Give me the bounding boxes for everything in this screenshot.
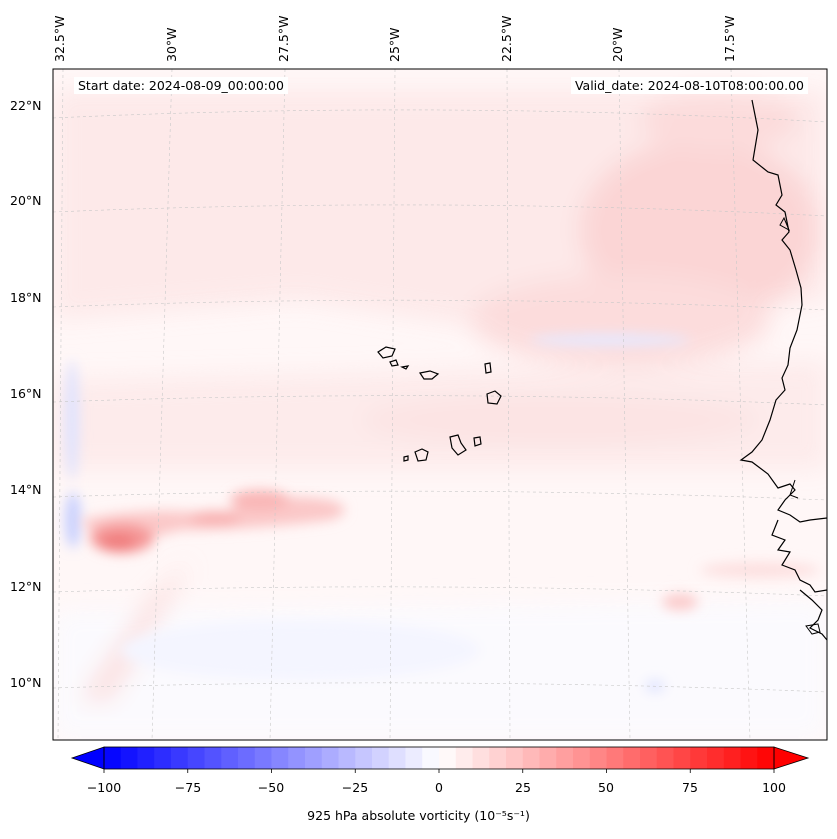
lon-label-25w: 25°W xyxy=(387,27,402,62)
colorbar-segment xyxy=(757,747,775,769)
colorbar-segment xyxy=(171,747,189,769)
colorbar-segment xyxy=(422,747,440,769)
colorbar-segment xyxy=(573,747,591,769)
cbar-tick-label: 0 xyxy=(435,780,443,795)
colorbar-label: 925 hPa absolute vorticity (10⁻⁵s⁻¹) xyxy=(307,808,530,823)
colorbar-segment xyxy=(221,747,239,769)
map-frame xyxy=(52,68,828,741)
colorbar-segment xyxy=(439,747,457,769)
colorbar-segment xyxy=(522,747,540,769)
lon-label-32.5w: 32.5°W xyxy=(52,15,67,62)
valid-date-label: Valid_date: 2024-08-10T08:00:00.00 xyxy=(570,77,808,94)
colorbar-segment xyxy=(238,747,256,769)
colorbar-segment xyxy=(673,747,691,769)
colorbar-segment xyxy=(723,747,741,769)
lat-label-14n: 14°N xyxy=(10,482,42,497)
colorbar-segment xyxy=(338,747,356,769)
lon-label-20w: 20°W xyxy=(610,27,625,62)
vorticity-field xyxy=(53,69,827,740)
lon-label-22.5w: 22.5°W xyxy=(499,15,514,62)
colorbar-segment xyxy=(321,747,339,769)
colorbar-segment xyxy=(506,747,524,769)
lon-label-17.5w: 17.5°W xyxy=(722,15,737,62)
colorbar-segment xyxy=(606,747,624,769)
colorbar-segment xyxy=(690,747,708,769)
colorbar-segment xyxy=(187,747,205,769)
colorbar-segment xyxy=(623,747,641,769)
colorbar-segment xyxy=(472,747,490,769)
colorbar-segment xyxy=(305,747,323,769)
lat-label-16n: 16°N xyxy=(10,386,42,401)
lon-label-30w: 30°W xyxy=(164,27,179,62)
start-date-label: Start date: 2024-08-09_00:00:00 xyxy=(74,77,288,94)
lat-label-20n: 20°N xyxy=(10,193,42,208)
cbar-tick-label: 25 xyxy=(515,780,531,795)
cbar-tick-label: 50 xyxy=(598,780,614,795)
cbar-tick-label: 75 xyxy=(682,780,698,795)
colorbar-segment xyxy=(120,747,138,769)
colorbar-segment xyxy=(656,747,674,769)
cbar-tick-label: −100 xyxy=(86,780,122,795)
lat-label-18n: 18°N xyxy=(10,290,42,305)
colorbar-segment xyxy=(254,747,272,769)
lon-label-27.5w: 27.5°W xyxy=(276,15,291,62)
colorbar-segment xyxy=(104,747,122,769)
coastline-africa xyxy=(739,99,827,523)
colorbar-segment xyxy=(355,747,373,769)
colorbar-extend-min xyxy=(70,746,105,770)
colorbar-segment xyxy=(640,747,658,769)
colorbar-segment xyxy=(288,747,306,769)
colorbar-segment xyxy=(372,747,390,769)
colorbar-extend-max xyxy=(773,746,810,770)
colorbar-segment xyxy=(539,747,557,769)
lat-label-12n: 12°N xyxy=(10,579,42,594)
gridlines xyxy=(53,69,827,740)
colorbar-segment xyxy=(489,747,507,769)
colorbar-segment xyxy=(204,747,222,769)
colorbar-segment xyxy=(154,747,172,769)
colorbar-segment xyxy=(405,747,423,769)
cape-verde-islands xyxy=(377,346,502,462)
colorbar xyxy=(70,746,810,773)
cbar-tick-label: −50 xyxy=(257,780,285,795)
colorbar-segment xyxy=(556,747,574,769)
colorbar-segment xyxy=(740,747,758,769)
cbar-tick-label: 100 xyxy=(762,780,786,795)
lat-label-22n: 22°N xyxy=(10,98,42,113)
colorbar-segment xyxy=(707,747,725,769)
lat-label-10n: 10°N xyxy=(10,675,42,690)
cbar-tick-label: −75 xyxy=(174,780,202,795)
colorbar-segment xyxy=(589,747,607,769)
colorbar-segment xyxy=(271,747,289,769)
colorbar-segment xyxy=(137,747,155,769)
colorbar-segment xyxy=(388,747,406,769)
cbar-tick-label: −25 xyxy=(341,780,369,795)
colorbar-segment xyxy=(455,747,473,769)
